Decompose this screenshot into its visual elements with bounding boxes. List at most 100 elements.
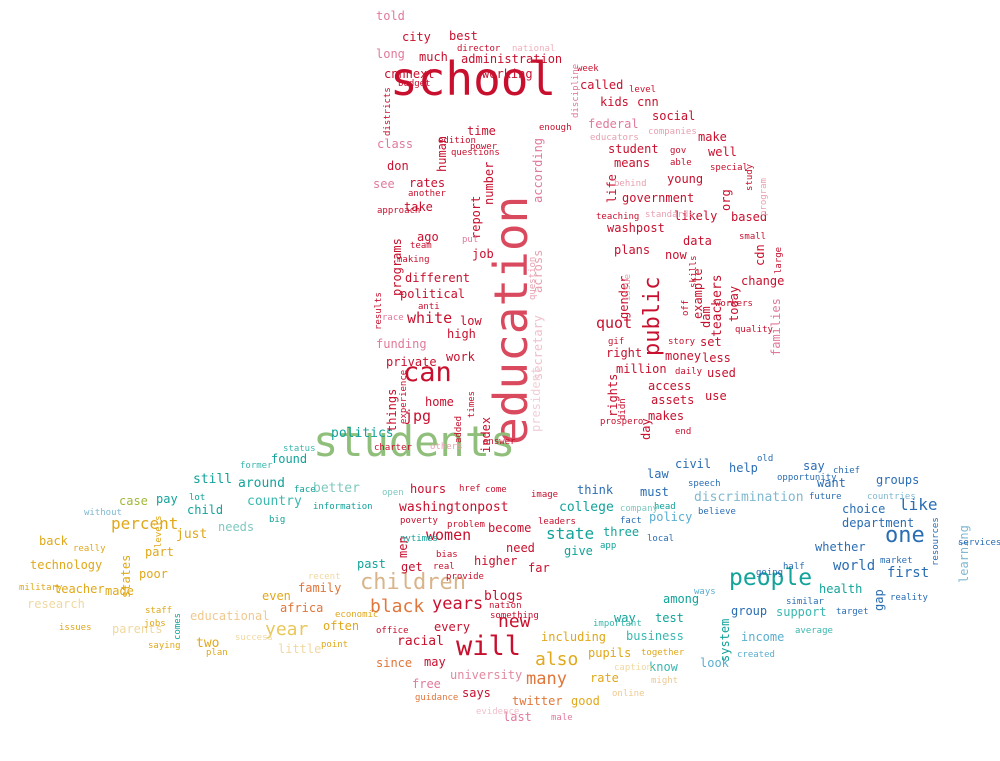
word-washpost: washpost (607, 221, 665, 235)
word-will: will (456, 631, 522, 662)
word-often: often (323, 619, 360, 633)
word-power: power (470, 142, 498, 152)
word-national: national (512, 44, 556, 54)
word-just: just (176, 527, 208, 542)
word-market: market (880, 556, 913, 566)
word-part: part (145, 545, 174, 559)
word-women: women (426, 526, 472, 544)
word-cnn: cnn (637, 95, 659, 109)
word-use: use (705, 389, 727, 403)
word-study: study (745, 163, 755, 191)
word-military: military (19, 583, 63, 593)
word-every: every (434, 620, 471, 634)
word-director: director (457, 44, 501, 54)
word-job: job (472, 247, 494, 261)
word-many: many (526, 669, 567, 689)
word-likely: likely (674, 209, 718, 223)
word-even: even (262, 589, 291, 603)
word-prospero: prospero (600, 417, 644, 427)
word-school: school (390, 52, 557, 106)
word-help: help (729, 461, 758, 475)
word-used: used (707, 366, 736, 380)
word-family: family (298, 581, 342, 595)
word-similar: similar (786, 597, 824, 607)
word-edition: edition (438, 136, 476, 146)
word-company: company (620, 504, 658, 514)
word-country: country (247, 494, 302, 509)
word-assets: assets (651, 393, 695, 407)
word-open: open (382, 488, 404, 498)
word-learning: learning (957, 525, 971, 583)
word-experience: experience (399, 369, 409, 424)
word-twitter: twitter (512, 694, 563, 708)
word-local: local (647, 534, 675, 544)
word-group: group (731, 604, 768, 618)
word-one: one (885, 523, 925, 548)
word-org: org (719, 189, 733, 211)
word-make: make (698, 130, 727, 144)
word-states: states (119, 554, 133, 598)
word-think: think (577, 483, 614, 497)
word-education: education (484, 195, 538, 445)
word-see: see (373, 177, 395, 191)
word-pupils: pupils (588, 646, 632, 660)
word-funding: funding (376, 337, 427, 351)
word-charter: charter (374, 443, 412, 453)
word-million: million (616, 362, 667, 376)
word-better: better (313, 481, 360, 496)
word-law: law (647, 467, 669, 481)
word-say: say (803, 459, 825, 473)
word-race: race (382, 313, 404, 323)
word-years: years (432, 594, 484, 614)
word-together: together (641, 648, 685, 658)
word-among: among (663, 592, 700, 606)
word-high: high (447, 327, 476, 341)
word-home: home (425, 395, 454, 409)
word-access: access (648, 379, 692, 393)
word-question: question (528, 256, 538, 300)
word-gov: gov (670, 146, 687, 156)
word-including: including (541, 630, 607, 644)
word-can: can (403, 357, 452, 388)
word-class: class (377, 137, 414, 151)
word-higher: higher (474, 554, 518, 568)
word-kids: kids (600, 95, 629, 109)
word-get: get (401, 560, 423, 574)
word-behind: behind (614, 179, 647, 189)
word-way: way (614, 611, 636, 625)
word-saying: saying (148, 641, 181, 651)
word-ago: ago (417, 230, 439, 244)
word-social: social (652, 109, 696, 123)
word-around: around (238, 476, 285, 491)
word-times: times (467, 390, 477, 418)
word-well: well (708, 145, 737, 159)
word-gif: gif (608, 337, 625, 347)
word-now: now (665, 248, 687, 262)
word-department: department (842, 516, 915, 530)
word-college: college (559, 500, 614, 515)
word-quot: quot (596, 314, 633, 332)
word-reality: reality (890, 593, 928, 603)
word-become: become (488, 521, 532, 535)
word-data: data (683, 234, 712, 248)
word-fact: fact (620, 516, 642, 526)
word-questions: questions (451, 148, 500, 158)
word-state: state (546, 524, 595, 543)
word-caption: caption (614, 663, 652, 673)
word-jpg: jpg (404, 407, 432, 425)
word-free: free (412, 677, 441, 691)
word-program: program (759, 178, 769, 216)
word-end: end (675, 427, 692, 437)
word-discrimination: discrimination (694, 490, 804, 505)
word-made: made (105, 584, 134, 598)
word-based: based (731, 210, 768, 224)
word-two: two (196, 636, 220, 651)
word-groups: groups (876, 473, 920, 487)
word-less: less (702, 351, 731, 365)
word-public: public (640, 276, 665, 356)
word-people: people (729, 565, 813, 591)
word-face: face (294, 485, 316, 495)
word-different: different (405, 271, 471, 285)
word-last: last (503, 710, 532, 724)
